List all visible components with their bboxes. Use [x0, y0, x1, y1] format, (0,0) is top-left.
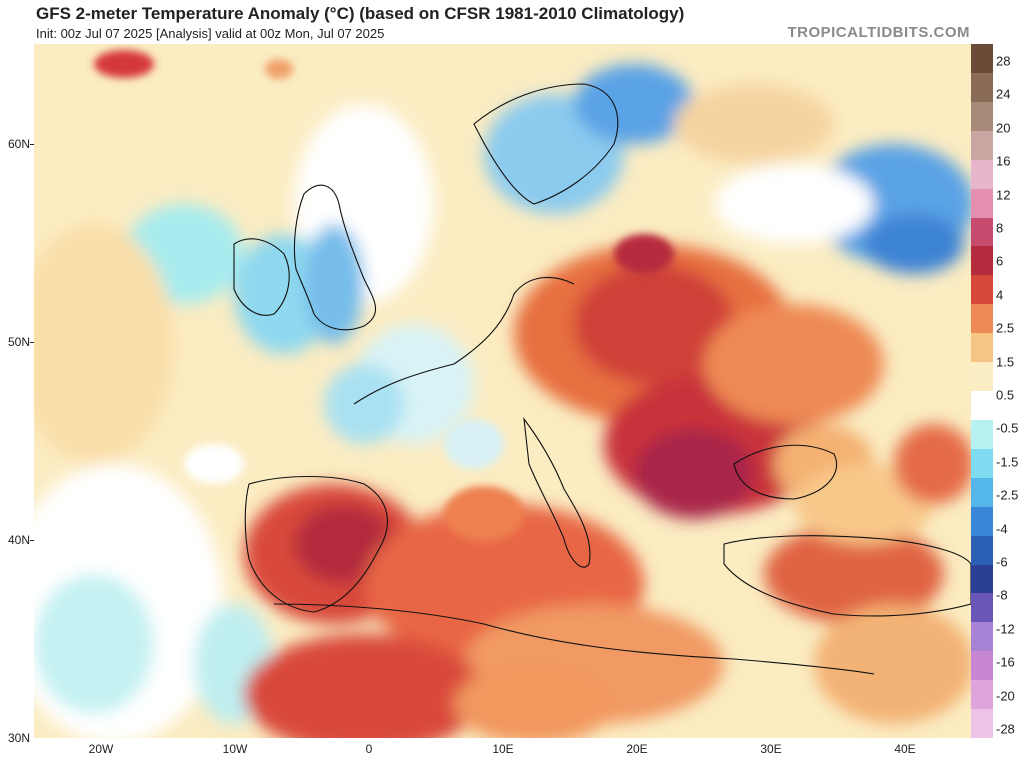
color-scale-swatch [971, 101, 993, 132]
color-scale-swatch [971, 564, 993, 594]
color-scale-swatch [971, 593, 993, 623]
lat-label-40n: 40N [7, 533, 30, 547]
color-scale-swatch [971, 448, 993, 479]
iberia-outline [244, 476, 388, 613]
ireland-outline [233, 238, 290, 316]
color-scale-swatch [971, 651, 993, 681]
color-scale-swatch [971, 535, 993, 565]
lon-label-0: 0 [365, 742, 373, 756]
color-scale-label: -2.5 [996, 487, 1019, 503]
color-scale-label: -4 [996, 521, 1008, 537]
init-valid-subtitle: Init: 00z Jul 07 2025 [Analysis] valid a… [36, 26, 385, 41]
color-scale-label: 1.5 [996, 354, 1015, 370]
lat-tick [30, 342, 34, 343]
color-scale-swatch [971, 477, 993, 508]
color-scale-swatch [971, 391, 993, 421]
black-sea-outline [733, 444, 838, 500]
color-scale-bar [971, 44, 993, 739]
color-scale-label: 24 [996, 86, 1011, 102]
italy-outline [523, 417, 591, 568]
lon-label-10w: 10W [222, 742, 248, 756]
anomaly-detail [94, 50, 674, 542]
coastlines [233, 83, 971, 675]
color-scale-swatch [971, 362, 993, 392]
lon-label-40e: 40E [894, 742, 916, 756]
color-scale-swatch [971, 275, 993, 305]
chart-title: GFS 2-meter Temperature Anomaly (°C) (ba… [36, 4, 685, 23]
scandinavia-outline [473, 83, 619, 205]
color-scale-swatch [971, 44, 993, 74]
britain-outline [293, 184, 376, 331]
color-scale-label: 2.5 [996, 320, 1015, 336]
color-scale-label: -12 [996, 621, 1015, 637]
anomaly-field [34, 64, 971, 738]
lat-tick [30, 144, 34, 145]
color-scale-label: -6 [996, 554, 1008, 570]
color-scale-swatch [971, 622, 993, 652]
color-scale-label: 20 [996, 120, 1011, 136]
lon-label-20e: 20E [626, 742, 648, 756]
color-scale-label: 4 [996, 287, 1004, 303]
anatolia-outline [723, 535, 971, 617]
color-scale-swatch [971, 680, 993, 710]
color-scale-label: -28 [996, 721, 1015, 737]
lat-tick [30, 540, 34, 541]
anomaly-map[interactable] [34, 44, 971, 738]
lon-label-10e: 10E [492, 742, 514, 756]
color-scale-label: 0.5 [996, 387, 1015, 403]
lat-label-30n: 30N [7, 731, 30, 745]
color-scale-swatch [971, 188, 993, 218]
lat-label-60n: 60N [7, 137, 30, 151]
anomaly-map-svg [34, 44, 971, 738]
color-scale-label: -1.5 [996, 454, 1019, 470]
color-scale-swatch [971, 246, 993, 276]
color-scale-label: -8 [996, 587, 1008, 603]
color-scale-label: 6 [996, 253, 1004, 269]
color-scale-swatch [971, 709, 993, 739]
color-scale-label: 16 [996, 153, 1011, 169]
color-scale-label: -0.5 [996, 420, 1019, 436]
color-scale-label: 28 [996, 53, 1011, 69]
color-scale-label: 8 [996, 220, 1004, 236]
brand-watermark[interactable]: TROPICALTIDBITS.COM [787, 24, 970, 41]
color-scale-swatch [971, 217, 993, 247]
color-scale-swatch [971, 419, 993, 450]
lon-label-30e: 30E [760, 742, 782, 756]
france-benelux-coast [353, 276, 575, 405]
color-scale-label: 12 [996, 187, 1011, 203]
color-scale-swatch [971, 159, 993, 190]
color-scale-swatch [971, 72, 993, 103]
lat-label-50n: 50N [7, 335, 30, 349]
color-scale-label: -16 [996, 654, 1015, 670]
color-scale-label: -20 [996, 688, 1015, 704]
north-africa-coast [273, 603, 875, 675]
lon-label-20w: 20W [88, 742, 114, 756]
color-scale-swatch [971, 304, 993, 334]
color-scale-swatch [971, 130, 993, 161]
color-scale-swatch [971, 333, 993, 363]
color-scale-swatch [971, 506, 993, 537]
